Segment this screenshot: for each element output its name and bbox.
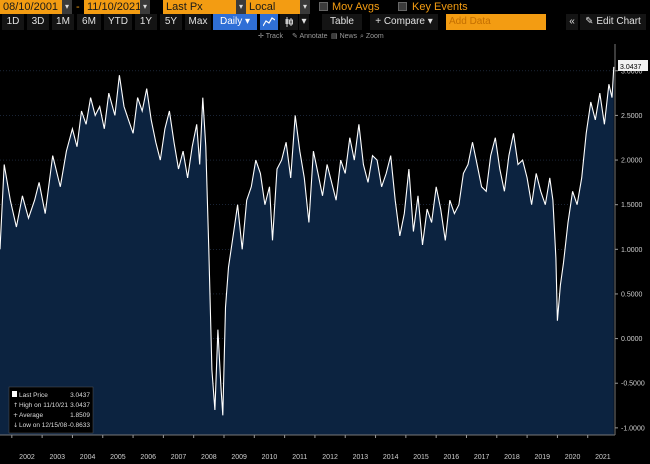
end-date-dropdown-icon[interactable]: ▾ <box>140 0 150 14</box>
compare-label: + Compare <box>375 16 425 27</box>
currency-dropdown-icon[interactable]: ▾ <box>300 0 310 14</box>
legend-average-icon: + <box>13 412 18 419</box>
edit-chart-button[interactable]: ✎ Edit Chart <box>580 14 646 30</box>
range-1y-button[interactable]: 1Y <box>135 14 157 30</box>
news-icon: ▤ <box>331 33 338 40</box>
legend-value-last-price: 3.0437 <box>70 392 90 399</box>
end-date-input[interactable]: 11/10/2021 <box>84 0 141 14</box>
range-1d-button[interactable]: 1D <box>2 14 24 30</box>
compare-button[interactable]: + Compare ▾ <box>370 14 438 30</box>
range-max-button[interactable]: Max <box>185 14 211 30</box>
y-tick-label: -1.0000 <box>621 425 645 432</box>
key-events-label: Key Events <box>412 1 468 13</box>
zoom-icon: ⌕ <box>360 33 364 40</box>
legend-value-average: 1.8509 <box>70 412 90 419</box>
y-tick-label: 1.0000 <box>621 247 643 254</box>
x-tick-label: 2012 <box>322 454 338 461</box>
field-select[interactable]: Last Px <box>163 0 236 14</box>
x-tick-label: 2020 <box>565 454 581 461</box>
line-chart-type-button[interactable] <box>260 14 278 30</box>
x-tick-label: 2007 <box>171 454 187 461</box>
range-6m-button[interactable]: 6M <box>77 14 101 30</box>
range-1m-button[interactable]: 1M <box>52 14 74 30</box>
start-date-dropdown-icon[interactable]: ▾ <box>62 0 72 14</box>
price-chart[interactable]: 3.0000 2.5000 2.0000 1.5000 1.0000 0.5000 0.00… <box>0 44 650 464</box>
legend-swatch <box>12 391 17 397</box>
range-ytd-button[interactable]: YTD <box>104 14 132 30</box>
x-tick-label: 2011 <box>292 454 307 461</box>
mov-avgs-checkbox[interactable] <box>319 2 328 11</box>
range-5y-button[interactable]: 5Y <box>160 14 182 30</box>
legend: Last Price 3.0437 ↑ High on 11/10/21 3.0… <box>8 386 94 434</box>
legend-label-low: Low on 12/15/08 <box>19 422 67 429</box>
key-events-checkbox[interactable] <box>398 2 407 11</box>
x-tick-label: 2002 <box>19 454 35 461</box>
annotate-tool[interactable]: ✎ Annotate <box>292 30 327 44</box>
x-tick-label: 2015 <box>413 454 429 461</box>
x-tick-label: 2010 <box>262 454 278 461</box>
price-area <box>0 66 614 436</box>
range-3d-button[interactable]: 3D <box>27 14 49 30</box>
line-chart-icon <box>262 17 276 27</box>
pencil-icon: ✎ <box>585 16 594 27</box>
add-data-input[interactable]: Add Data <box>446 14 546 30</box>
zoom-label: Zoom <box>365 33 384 40</box>
table-button[interactable]: Table <box>322 14 362 30</box>
x-tick-label: 2021 <box>595 454 611 461</box>
x-tick-label: 2018 <box>504 454 520 461</box>
legend-label-high: High on 11/10/21 <box>19 402 68 409</box>
field-dropdown-icon[interactable]: ▾ <box>236 0 246 14</box>
annotate-icon: ✎ <box>292 33 298 40</box>
y-tick-label: -0.5000 <box>621 381 645 388</box>
y-tick-label: 2.5000 <box>621 113 643 120</box>
chart-style-dropdown-icon[interactable]: ▾ <box>299 14 309 30</box>
price-line <box>0 66 615 416</box>
news-label: News <box>339 33 358 40</box>
last-value-label: 3.0437 <box>620 64 642 71</box>
y-tick-label: 0.0000 <box>621 336 643 343</box>
x-tick-label: 2005 <box>110 454 126 461</box>
frequency-dropdown-icon: ▾ <box>244 16 251 27</box>
x-tick-label: 2004 <box>80 454 96 461</box>
x-tick-label: 2019 <box>534 454 550 461</box>
x-tick-label: 2008 <box>201 454 217 461</box>
chart-style-button[interactable] <box>280 14 298 30</box>
track-label: Track <box>265 33 283 40</box>
y-tick-label: 3.0000 <box>621 68 643 75</box>
last-value-tag: 3.0437 <box>618 60 648 71</box>
frequency-select[interactable]: Daily ▾ <box>213 14 257 30</box>
x-tick-label: 2017 <box>474 454 490 461</box>
legend-low-icon: ↓ <box>13 422 18 429</box>
edit-chart-label: Edit Chart <box>596 16 641 27</box>
crosshair-icon: ✛ <box>258 33 264 40</box>
x-tick-label: 2006 <box>140 454 156 461</box>
y-tick-label: 0.5000 <box>621 291 643 298</box>
candlestick-icon <box>285 17 293 27</box>
news-tool[interactable]: ▤ News <box>331 30 357 44</box>
annotate-label: Annotate <box>299 33 328 40</box>
x-tick-label: 2016 <box>444 454 460 461</box>
date-separator: - <box>76 1 80 13</box>
x-tick-label: 2009 <box>231 454 247 461</box>
mov-avgs-label: Mov Avgs <box>332 1 380 13</box>
frequency-label: Daily <box>219 16 243 27</box>
legend-box <box>8 386 94 434</box>
legend-high-icon: ↑ <box>13 402 18 409</box>
legend-value-low: -0.8633 <box>68 422 90 429</box>
legend-value-high: 3.0437 <box>70 402 90 409</box>
compare-dropdown-icon: ▾ <box>427 16 433 27</box>
x-tick-label: 2013 <box>353 454 369 461</box>
track-tool[interactable]: ✛ Track <box>258 30 283 44</box>
legend-label-last-price: Last Price <box>19 392 48 399</box>
collapse-icon[interactable]: « <box>566 14 578 30</box>
legend-label-average: Average <box>19 412 43 419</box>
y-tick-label: 1.5000 <box>621 202 643 209</box>
x-tick-label: 2014 <box>383 454 399 461</box>
x-tick-label: 2003 <box>49 454 65 461</box>
currency-select[interactable]: Local CCY <box>246 0 300 27</box>
start-date-input[interactable]: 08/10/2001 <box>0 0 62 14</box>
last-value-box <box>618 60 648 71</box>
zoom-tool[interactable]: ⌕ Zoom <box>360 30 384 44</box>
y-tick-label: 2.0000 <box>621 158 643 165</box>
